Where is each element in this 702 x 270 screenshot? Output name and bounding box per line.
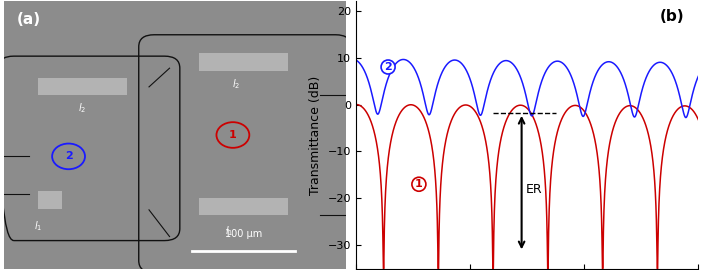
Text: ER: ER [526,183,543,196]
Text: 1: 1 [415,179,423,189]
Text: (b): (b) [660,9,684,24]
Text: $l_1$: $l_1$ [225,225,234,238]
Text: 100 μm: 100 μm [225,229,262,239]
Text: $l_2$: $l_2$ [78,102,86,115]
Text: 1: 1 [229,130,237,140]
Bar [38,191,62,208]
Y-axis label: Transmittance (dB): Transmittance (dB) [309,75,322,195]
Text: 2: 2 [384,62,392,72]
Text: (a): (a) [18,12,41,27]
Text: $l_2$: $l_2$ [232,77,241,91]
Bar [199,53,288,71]
Bar [199,198,288,215]
Bar [38,77,127,95]
Text: $l_1$: $l_1$ [34,219,42,233]
Text: 2: 2 [65,151,72,161]
